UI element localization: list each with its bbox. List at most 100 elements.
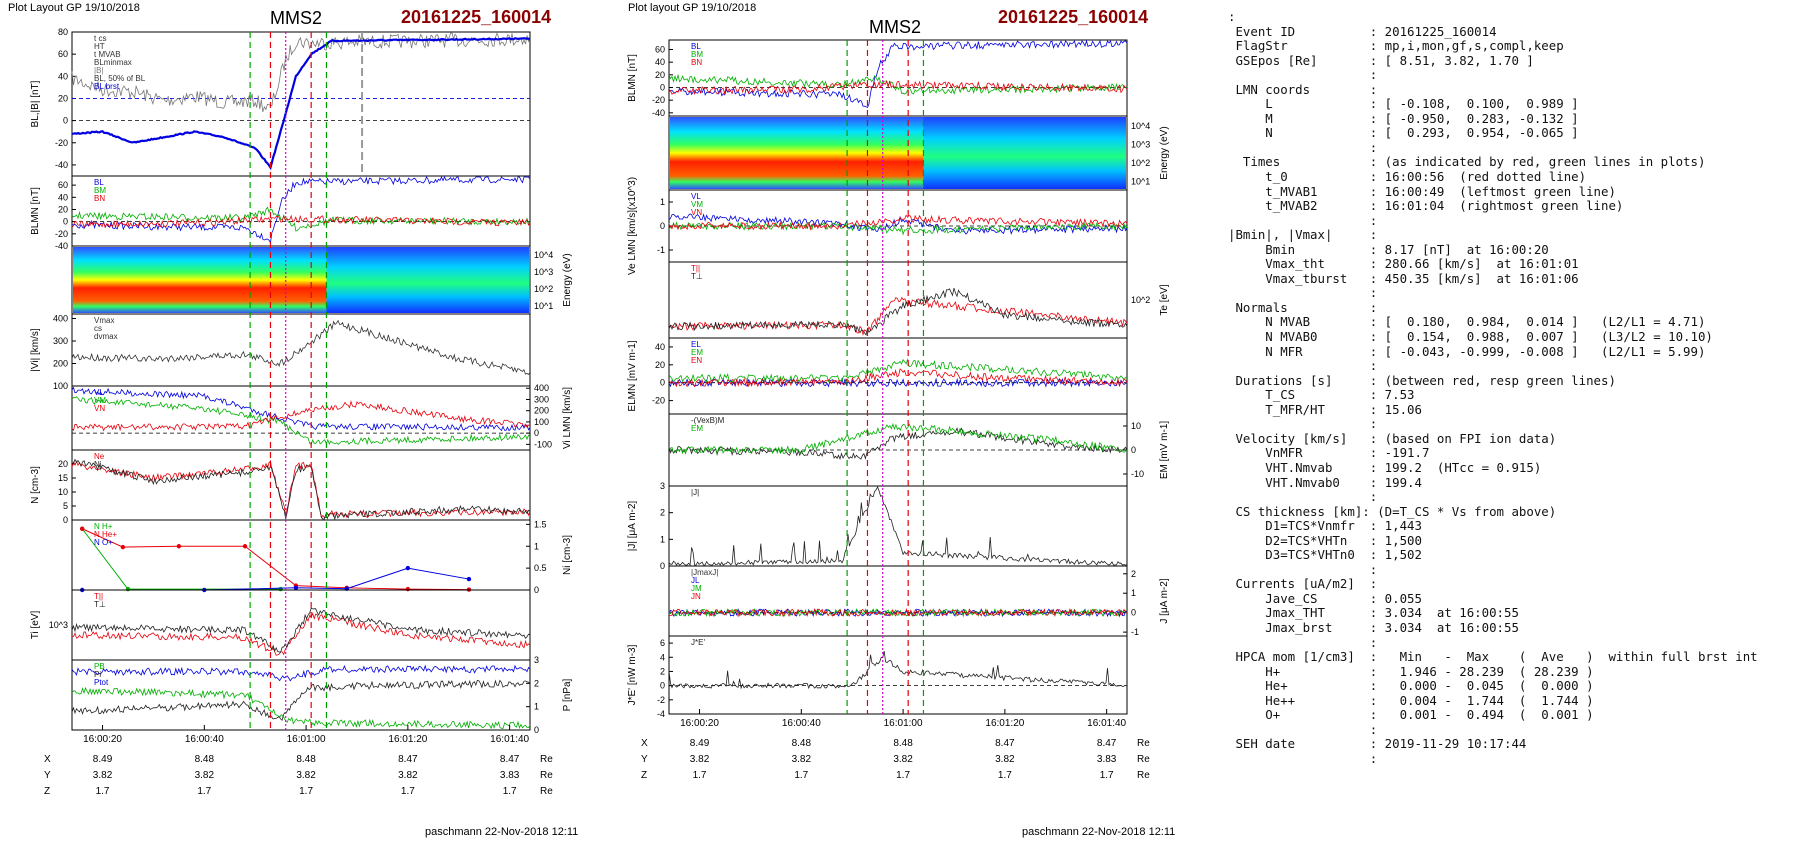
legend-entry: PB	[94, 662, 105, 671]
orbit-value: 8.48	[893, 738, 913, 749]
y-tick-label: 400	[534, 383, 549, 393]
orbit-value: 8.47	[995, 738, 1015, 749]
data-point	[293, 585, 299, 591]
y-tick-label: 10^3	[534, 267, 553, 277]
series-line	[668, 287, 1128, 336]
panel-frame	[668, 485, 1128, 567]
y-tick-label: 0	[660, 378, 665, 388]
panel-frame	[668, 39, 1128, 117]
orbit-value: 8.47	[500, 754, 520, 765]
y-tick-label: 80	[58, 27, 68, 37]
y-tick-label: 5	[63, 501, 68, 511]
orbit-value: 1.7	[1100, 770, 1114, 781]
x-tick-label: 16:01:00	[884, 718, 923, 729]
orbit-row-label: Y	[44, 770, 51, 781]
mid-footer: paschmann 22-Nov-2018 12:11	[1022, 826, 1176, 838]
orbit-value: 3.83	[1097, 754, 1117, 765]
legend-entry: BLminmax	[94, 58, 132, 67]
series-line	[71, 175, 531, 244]
y-tick-label: 10^3	[1131, 139, 1150, 149]
panel-spec: Energy (eV) 10^4 10^3 10^2 10^1	[71, 245, 573, 315]
legend-entry: t MVAB	[94, 50, 121, 59]
orbit-row-label: Z	[44, 786, 50, 797]
y-tick-label: 10^2	[1131, 295, 1150, 305]
series-line	[668, 422, 1128, 455]
y-tick-label: 3	[660, 481, 665, 491]
y-tick-label: 1	[1131, 588, 1136, 598]
summary-line: T_CS : 7.53	[1228, 387, 1415, 403]
orbit-value: 3.82	[893, 754, 913, 765]
summary-line: VnMFR : -191.7	[1228, 445, 1430, 461]
y-tick-label: 1	[534, 702, 539, 712]
legend-entry: N O+	[94, 538, 113, 547]
data-point	[466, 576, 472, 582]
y-tick-label: 20	[655, 70, 665, 80]
y-axis-label: EM [mV m-1]	[1159, 421, 1170, 480]
y-axis-label: BLMN [nT]	[627, 54, 638, 102]
y-tick-label: 100	[53, 381, 68, 391]
legend-entry: BM	[691, 50, 703, 59]
y-tick-label: 3	[534, 655, 539, 665]
legend-entry: JN	[691, 592, 701, 601]
summary-line: L : [ -0.108, 0.100, 0.989 ]	[1228, 96, 1579, 112]
summary-line: Vmax_tht : 280.66 [km/s] at 16:01:01	[1228, 256, 1579, 272]
panel-frame	[668, 635, 1128, 715]
y-tick-label: 1	[534, 541, 539, 551]
summary-line: t_MVAB1 : 16:00:49 (leftmost green line)	[1228, 183, 1616, 199]
legend-entry: BL	[691, 42, 701, 51]
summary-line: N : [ 0.293, 0.954, -0.065 ]	[1228, 125, 1579, 141]
legend-entry: BN	[691, 58, 702, 67]
legend-entry: Ni	[94, 460, 102, 469]
series-line	[71, 400, 531, 432]
orbit-value: 3.82	[93, 770, 113, 781]
orbit-value: 1.7	[794, 770, 808, 781]
legend-entry: BL, 50% of BL	[94, 74, 146, 83]
y-tick-label: 0.5	[534, 563, 547, 573]
y-axis-label: ELMN [mV m-1]	[627, 340, 638, 411]
series-line	[71, 607, 531, 653]
summary-line: :	[1228, 750, 1378, 766]
y-tick-label: 6	[660, 638, 665, 648]
summary-line: D2=TCS*VHTn : 1,500	[1228, 532, 1422, 548]
summary-line: VHT.Nmvab0 : 199.4	[1228, 474, 1422, 490]
summary-line: He++ : 0.004 - 1.744 ( 1.744 )	[1228, 692, 1594, 708]
orbit-unit: Re	[540, 754, 553, 765]
y-tick-label: 0	[534, 428, 539, 438]
legend-entry: VL	[691, 192, 701, 201]
series-line	[668, 73, 1128, 96]
y-axis-label: J [μA m-2]	[1159, 578, 1170, 623]
series-line	[668, 486, 1128, 567]
y-tick-label: -40	[652, 108, 665, 118]
y-tick-label: -40	[55, 160, 68, 170]
legend-entry: BN	[94, 194, 105, 203]
summary-line: HPCA mom [1/cm3] : Min - Max ( Ave ) wit…	[1228, 649, 1758, 665]
summary-line: N MVAB0 : [ 0.154, 0.988, 0.007 ] (L3/L2…	[1228, 329, 1713, 345]
data-point	[405, 565, 411, 571]
summary-line: CS thickness [km]: (D=T_CS * Vs from abo…	[1228, 503, 1557, 519]
y-tick-label: -10	[1131, 469, 1144, 479]
orbit-unit: Re	[540, 786, 553, 797]
y-tick-label: 10	[1131, 421, 1141, 431]
legend-entry: cs	[94, 324, 102, 333]
legend-entry: VN	[94, 404, 105, 413]
y-axis-label: Ve LMN [km/s](x10^3)	[627, 177, 638, 275]
orbit-value: 8.47	[1097, 738, 1117, 749]
orbit-value: 1.7	[503, 786, 517, 797]
y-tick-label: 0	[63, 116, 68, 126]
orbit-value: 8.48	[296, 754, 316, 765]
y-axis-label: BL,|B| [nT]	[30, 80, 41, 127]
series-line	[668, 296, 1128, 336]
y-tick-label: 10^4	[534, 250, 553, 260]
summary-line: FlagStr : mp,i,mon,gf,s,compl,keep	[1228, 38, 1564, 54]
legend-entry: VM	[691, 200, 703, 209]
y-tick-label: 40	[58, 71, 68, 81]
orbit-value: 3.82	[195, 770, 215, 781]
data-point	[176, 544, 182, 549]
x-tick-label: 16:01:00	[287, 734, 326, 745]
orbit-unit: Re	[540, 770, 553, 781]
orbit-value: 1.7	[401, 786, 415, 797]
